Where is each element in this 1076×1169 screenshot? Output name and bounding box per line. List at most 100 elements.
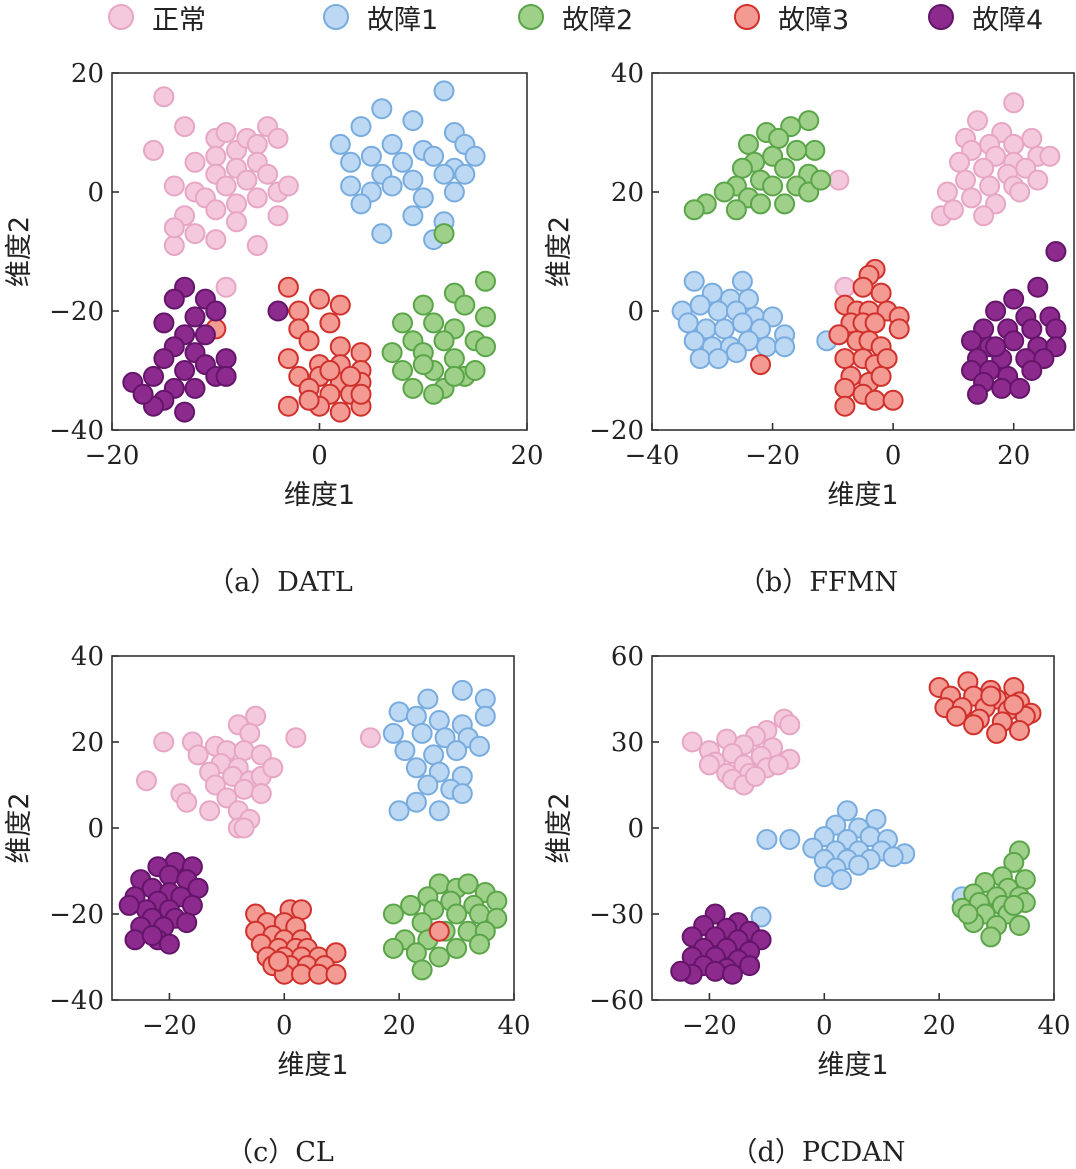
- y-tick-label: −20: [49, 900, 104, 930]
- point-normal: [176, 791, 198, 813]
- legend-label-fault3: 故障3: [778, 4, 850, 36]
- point-fault1: [865, 808, 887, 830]
- point-fault4: [143, 365, 164, 387]
- point-fault4: [158, 933, 180, 955]
- point-fault2: [768, 127, 790, 149]
- x-axis-label: 维度1: [817, 1050, 888, 1081]
- plot-area: [118, 679, 508, 985]
- series-fault4: [961, 241, 1067, 405]
- x-axis-label: 维度1: [827, 480, 898, 511]
- legend-marker-fault3: [734, 4, 760, 30]
- point-fault3: [852, 276, 874, 298]
- y-tick-label: 0: [627, 814, 644, 844]
- point-fault4: [1045, 241, 1067, 262]
- point-fault1: [428, 761, 450, 783]
- point-fault1: [813, 866, 835, 888]
- x-tick-label: 0: [816, 1011, 833, 1041]
- point-fault3: [277, 348, 299, 370]
- point-normal: [174, 116, 196, 138]
- point-fault4: [158, 864, 180, 886]
- point-fault3: [350, 383, 372, 405]
- point-fault4: [704, 960, 726, 982]
- point-fault1: [428, 800, 450, 822]
- point-fault2: [412, 294, 434, 316]
- plot-area: [670, 671, 1042, 985]
- scatter-plot-pcdan: −20 0 20 40 −60 −30 0 30 60 维度1 维度2: [544, 642, 1071, 1081]
- point-fault3: [291, 963, 312, 985]
- y-tick-label: 0: [87, 814, 104, 844]
- point-fault3: [308, 963, 330, 985]
- point-fault3: [1003, 694, 1025, 716]
- point-fault4: [184, 306, 206, 328]
- point-fault4: [1003, 330, 1025, 352]
- point-fault1: [683, 330, 705, 352]
- point-fault2: [980, 926, 1002, 948]
- legend-marker-normal: [108, 4, 134, 30]
- series-fault1: [329, 80, 486, 251]
- y-tick-label: 20: [71, 59, 104, 89]
- point-fault4: [1027, 276, 1049, 298]
- point-fault1: [340, 151, 362, 173]
- point-normal: [973, 157, 995, 179]
- point-fault3: [277, 276, 299, 298]
- legend: 正常 故障1 故障2 故障3 故障4: [0, 0, 1076, 40]
- point-fault3: [329, 401, 351, 423]
- point-fault1: [371, 98, 393, 120]
- point-fault2: [423, 899, 445, 921]
- point-normal: [163, 235, 185, 256]
- point-fault3: [329, 336, 351, 358]
- point-normal: [216, 787, 238, 809]
- point-normal: [136, 770, 157, 792]
- y-tick-label: 40: [611, 59, 644, 89]
- point-normal: [277, 175, 299, 197]
- point-fault4: [194, 324, 216, 346]
- point-fault1: [381, 175, 403, 197]
- point-fault1: [750, 906, 772, 928]
- point-fault3: [876, 348, 898, 370]
- caption-b: （b）FFMN: [737, 567, 899, 598]
- point-normal: [250, 744, 272, 766]
- point-normal: [153, 86, 175, 108]
- point-fault2: [774, 157, 796, 179]
- point-fault1: [394, 740, 416, 762]
- point-fault1: [451, 679, 473, 701]
- point-fault4: [1003, 288, 1025, 310]
- point-fault2: [475, 270, 496, 292]
- point-normal: [184, 151, 206, 173]
- point-fault1: [469, 735, 490, 757]
- point-fault1: [779, 829, 801, 850]
- point-fault3: [277, 395, 299, 417]
- point-fault1: [451, 783, 473, 805]
- y-axis-label: 维度2: [4, 792, 35, 863]
- point-normal: [973, 205, 995, 227]
- x-tick-label: −40: [625, 441, 680, 471]
- series-normal: [828, 92, 1061, 298]
- x-tick-label: 20: [510, 441, 543, 471]
- point-fault1: [707, 300, 729, 322]
- y-tick-label: −40: [49, 416, 104, 446]
- point-fault2: [804, 139, 826, 161]
- point-fault2: [475, 306, 496, 328]
- point-normal: [955, 169, 976, 191]
- series-normal: [136, 705, 381, 839]
- point-normal: [267, 127, 289, 149]
- legend-item-fault2: 故障2: [518, 2, 633, 36]
- legend-marker-fault4: [928, 4, 954, 30]
- point-fault2: [731, 157, 753, 179]
- point-fault1: [434, 727, 456, 749]
- point-fault3: [750, 354, 771, 376]
- point-fault2: [1003, 851, 1025, 873]
- point-fault1: [428, 710, 450, 731]
- point-fault1: [360, 145, 382, 167]
- scatter-plot-cl: −20 0 20 40 −40 −20 0 20 40 维度1 维度2: [4, 642, 531, 1081]
- point-fault1: [683, 270, 705, 292]
- point-fault3: [288, 300, 310, 322]
- point-fault1: [836, 800, 858, 822]
- y-tick-label: −40: [49, 986, 104, 1016]
- point-fault2: [411, 912, 433, 934]
- point-fault4: [174, 360, 196, 381]
- point-fault2: [443, 365, 465, 387]
- point-fault4: [174, 401, 196, 423]
- caption-d: （d）PCDAN: [730, 1137, 906, 1168]
- point-fault1: [417, 774, 439, 796]
